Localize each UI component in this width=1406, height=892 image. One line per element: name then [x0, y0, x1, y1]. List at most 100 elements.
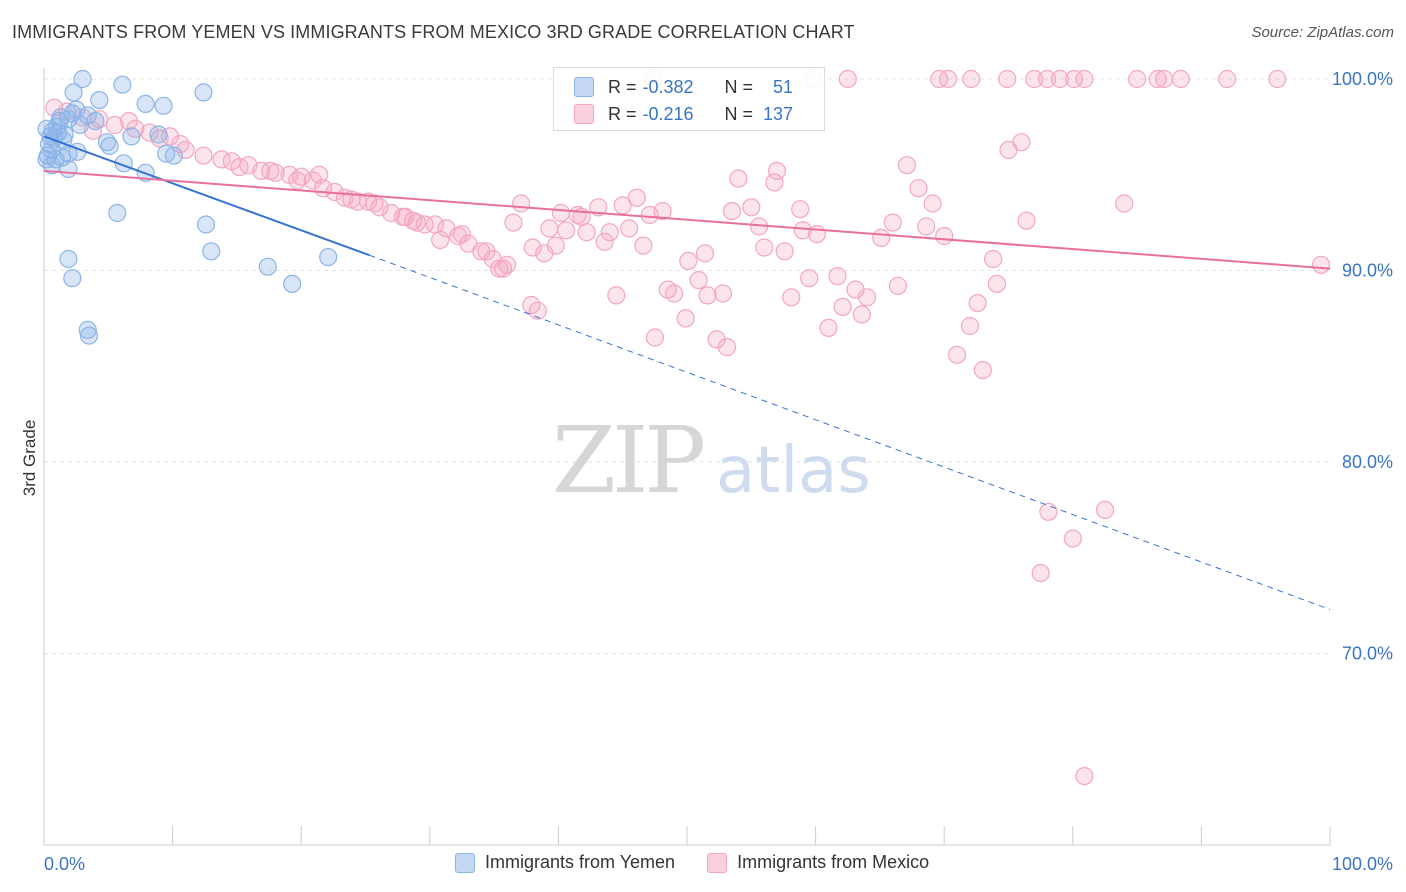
- watermark: ZIP atlas: [552, 407, 871, 514]
- point-mexico: [695, 244, 715, 263]
- point-yemen: [149, 125, 168, 144]
- point-mexico: [973, 361, 992, 380]
- point-mexico: [998, 69, 1017, 89]
- point-yemen: [258, 257, 277, 276]
- point-mexico: [1148, 69, 1167, 89]
- point-mexico: [310, 165, 329, 184]
- watermark-zip: ZIP: [552, 407, 703, 514]
- point-mexico: [917, 217, 936, 236]
- legend-n-label: N =: [724, 76, 754, 97]
- point-mexico: [1115, 194, 1134, 213]
- point-mexico: [782, 288, 801, 307]
- point-mexico: [160, 127, 180, 146]
- point-mexico: [1039, 502, 1058, 521]
- point-yemen: [63, 269, 82, 288]
- y-tick-label: 70.0%: [1342, 644, 1393, 664]
- point-yemen: [113, 75, 132, 94]
- point-mexico: [938, 69, 958, 89]
- point-mexico: [1017, 211, 1036, 230]
- point-mexico: [947, 345, 967, 364]
- point-yemen: [108, 203, 127, 223]
- point-mexico: [679, 251, 698, 270]
- point-mexico: [607, 286, 626, 305]
- point-yemen: [90, 90, 109, 110]
- point-mexico: [765, 173, 784, 192]
- point-yemen: [196, 215, 216, 234]
- point-mexico: [540, 219, 559, 238]
- point-mexico: [775, 242, 794, 261]
- point-mexico: [1311, 255, 1331, 274]
- point-mexico: [793, 221, 812, 240]
- point-mexico: [713, 284, 733, 303]
- point-mexico: [119, 111, 138, 131]
- y-tick-label: 80.0%: [1342, 452, 1393, 472]
- point-mexico: [838, 69, 857, 89]
- point-mexico: [382, 203, 401, 223]
- axes: [43, 68, 1331, 846]
- point-mexico: [1075, 766, 1094, 786]
- point-mexico: [658, 280, 677, 299]
- point-yemen: [194, 83, 213, 102]
- legend-label-yemen: Immigrants from Yemen: [485, 852, 676, 872]
- x-tick-label: 100.0%: [1332, 854, 1393, 874]
- point-mexico: [1012, 133, 1031, 152]
- point-mexico: [1031, 563, 1050, 583]
- point-mexico: [698, 286, 717, 305]
- point-mexico: [722, 202, 742, 221]
- legend-swatch-yemen: [455, 852, 475, 873]
- point-mexico: [1154, 69, 1174, 89]
- point-yemen: [51, 108, 70, 127]
- point-mexico: [490, 259, 509, 278]
- point-mexico: [1127, 69, 1147, 89]
- point-yemen: [136, 94, 155, 114]
- point-yemen: [283, 274, 302, 293]
- point-yemen: [78, 320, 97, 339]
- point-yemen: [164, 146, 183, 165]
- legend-r-value: -0.382: [642, 76, 694, 97]
- point-mexico: [828, 267, 847, 286]
- point-mexico: [729, 169, 748, 188]
- point-mexico: [968, 294, 987, 313]
- point-yemen: [64, 83, 83, 102]
- point-mexico: [1063, 529, 1082, 548]
- legend-r-value: -0.216: [642, 103, 694, 124]
- point-mexico: [1037, 69, 1057, 89]
- chart-title: IMMIGRANTS FROM YEMEN VS IMMIGRANTS FROM…: [12, 22, 855, 42]
- point-mexico: [909, 179, 928, 198]
- point-yemen: [70, 115, 90, 135]
- point-mexico: [431, 230, 450, 249]
- point-mexico: [477, 242, 496, 261]
- point-yemen: [154, 96, 173, 115]
- legend-label-mexico: Immigrants from Mexico: [737, 852, 930, 872]
- point-mexico: [627, 188, 646, 207]
- point-yemen: [122, 127, 141, 146]
- point-yemen: [37, 150, 56, 169]
- point-mexico: [800, 269, 819, 288]
- series-legend: Immigrants from Yemen Immigrants from Me…: [455, 852, 961, 873]
- point-yemen: [59, 249, 78, 269]
- point-mexico: [1075, 69, 1094, 89]
- point-yemen: [319, 248, 338, 267]
- point-mexico: [288, 171, 307, 190]
- y-tick-label: 100.0%: [1332, 69, 1393, 89]
- point-yemen: [59, 159, 78, 179]
- point-mexico: [676, 309, 695, 328]
- point-mexico: [983, 249, 1003, 269]
- point-mexico: [897, 156, 917, 175]
- point-mexico: [883, 213, 902, 232]
- legend-row-mexico: R = -0.216 N = 137: [574, 102, 793, 126]
- point-mexico: [396, 207, 415, 226]
- point-mexico: [546, 236, 565, 255]
- trend-line-yemen-extension: [369, 254, 1331, 610]
- point-mexico: [962, 69, 981, 89]
- source-label: Source: ZipAtlas.com: [1251, 24, 1394, 41]
- y-axis-title: 3rd Grade: [20, 420, 39, 497]
- point-mexico: [194, 146, 213, 165]
- point-mexico: [504, 213, 523, 232]
- legend-row-yemen: R = -0.382 N = 51: [574, 75, 793, 99]
- point-mexico: [717, 338, 737, 357]
- legend-n-label: N =: [724, 103, 754, 124]
- point-mexico: [365, 194, 384, 213]
- point-mexico: [551, 203, 571, 223]
